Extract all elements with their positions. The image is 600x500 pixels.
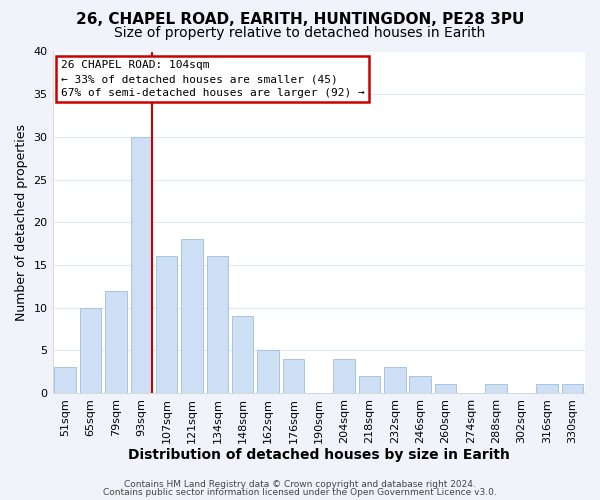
- Text: Contains public sector information licensed under the Open Government Licence v3: Contains public sector information licen…: [103, 488, 497, 497]
- Bar: [131, 137, 152, 393]
- Bar: [105, 290, 127, 393]
- Text: Size of property relative to detached houses in Earith: Size of property relative to detached ho…: [115, 26, 485, 40]
- Bar: [181, 240, 203, 393]
- Text: 26, CHAPEL ROAD, EARITH, HUNTINGDON, PE28 3PU: 26, CHAPEL ROAD, EARITH, HUNTINGDON, PE2…: [76, 12, 524, 28]
- Bar: [283, 359, 304, 393]
- X-axis label: Distribution of detached houses by size in Earith: Distribution of detached houses by size …: [128, 448, 510, 462]
- Y-axis label: Number of detached properties: Number of detached properties: [15, 124, 28, 320]
- Text: Contains HM Land Registry data © Crown copyright and database right 2024.: Contains HM Land Registry data © Crown c…: [124, 480, 476, 489]
- Bar: [536, 384, 558, 393]
- Bar: [485, 384, 507, 393]
- Bar: [435, 384, 457, 393]
- Bar: [232, 316, 253, 393]
- Bar: [409, 376, 431, 393]
- Bar: [562, 384, 583, 393]
- Bar: [334, 359, 355, 393]
- Bar: [156, 256, 178, 393]
- Bar: [257, 350, 279, 393]
- Bar: [80, 308, 101, 393]
- Text: 26 CHAPEL ROAD: 104sqm
← 33% of detached houses are smaller (45)
67% of semi-det: 26 CHAPEL ROAD: 104sqm ← 33% of detached…: [61, 60, 364, 98]
- Bar: [359, 376, 380, 393]
- Bar: [55, 368, 76, 393]
- Bar: [206, 256, 228, 393]
- Bar: [384, 368, 406, 393]
